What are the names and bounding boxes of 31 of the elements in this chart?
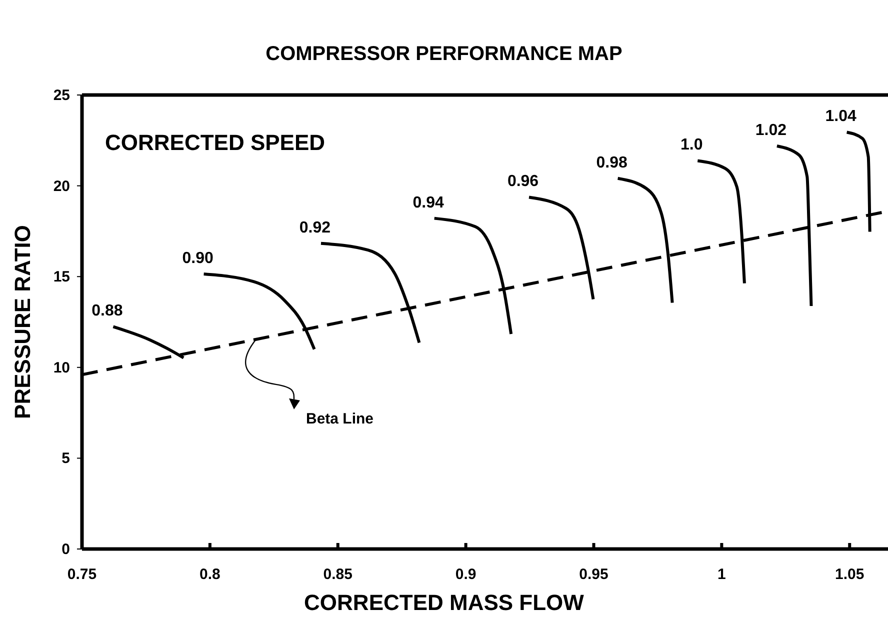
x-tick-label: 0.85 (323, 566, 352, 583)
line-series (112, 325, 186, 360)
annotation: CORRECTED SPEED (105, 130, 326, 155)
chart-title: COMPRESSOR PERFORMANCE MAP (266, 43, 622, 65)
series-label: 0.94 (412, 194, 444, 212)
y-tick-label: 0 (62, 541, 70, 558)
series-label: 1.02 (755, 122, 787, 140)
y-tick-label: 25 (53, 87, 70, 104)
x-tick-label: 0.9 (455, 566, 476, 583)
series-label: 1.0 (680, 136, 703, 154)
series-label: 1.04 (825, 108, 856, 126)
series-label: 0.90 (182, 250, 214, 268)
series-label: 0.96 (507, 173, 539, 190)
x-tick-label: 0.75 (67, 566, 97, 583)
x-axis-title: CORRECTED MASS FLOW (304, 590, 584, 615)
x-tick-label: 1.05 (835, 566, 864, 583)
x-tick-label: 1 (718, 566, 726, 583)
x-tick-label: 0.8 (200, 566, 220, 583)
line-series (432, 216, 513, 336)
line-series (202, 272, 316, 351)
series-label: 0.92 (299, 219, 331, 236)
y-axis-title: PRESSURE RATIO (10, 225, 35, 419)
annotation: Beta Line (306, 410, 374, 428)
series-label: 0.88 (92, 302, 123, 320)
line-series (319, 242, 421, 344)
y-tick-label: 10 (53, 359, 70, 376)
y-tick-label: 5 (62, 450, 70, 468)
x-tick-label: 0.95 (579, 566, 608, 583)
y-tick-label: 15 (53, 268, 70, 286)
y-tick-label: 20 (53, 178, 70, 195)
series-label: 0.98 (596, 154, 628, 172)
